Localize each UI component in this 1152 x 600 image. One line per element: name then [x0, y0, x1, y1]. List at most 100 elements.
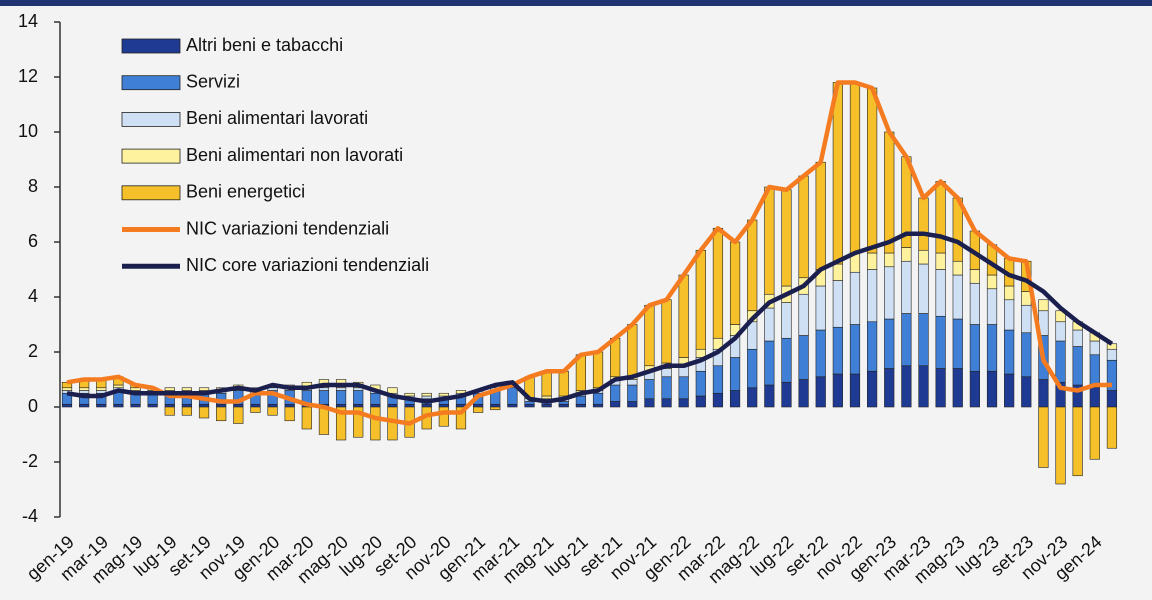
bar	[353, 406, 364, 438]
bar	[935, 252, 946, 270]
bar	[986, 324, 998, 372]
bar	[781, 337, 792, 383]
legend-label: NIC core variazioni tendenziali	[186, 255, 429, 275]
bar	[130, 403, 141, 408]
bar	[1038, 406, 1049, 468]
bar	[798, 175, 809, 279]
y-tick-label: -4	[22, 506, 38, 526]
bar	[695, 370, 706, 397]
bar	[747, 219, 758, 312]
bar	[592, 403, 604, 408]
bar	[404, 392, 415, 397]
bar	[1004, 285, 1015, 301]
bar	[712, 392, 724, 408]
line	[66, 80, 1112, 426]
bar	[815, 329, 826, 378]
y-tick-label: 6	[28, 231, 38, 251]
bar	[524, 403, 535, 408]
bar	[832, 373, 843, 408]
legend-label: Servizi	[186, 71, 240, 91]
bar	[952, 274, 963, 320]
y-tick-label: 0	[28, 396, 38, 416]
bar	[301, 406, 312, 430]
bar	[1038, 379, 1049, 408]
bar	[335, 406, 347, 441]
bar	[747, 348, 758, 389]
bar	[918, 365, 929, 408]
bar	[849, 271, 861, 325]
bar	[233, 406, 244, 424]
bar	[918, 263, 929, 314]
bar	[575, 403, 586, 408]
bar	[490, 403, 501, 408]
bar	[644, 398, 655, 408]
y-tick-label: 8	[28, 176, 38, 196]
bar	[353, 403, 364, 408]
bar	[455, 390, 467, 394]
bar	[318, 406, 330, 435]
bar	[747, 387, 758, 408]
bar	[764, 340, 775, 386]
bar	[695, 249, 706, 350]
bar	[284, 406, 295, 422]
legend-swatch	[121, 112, 181, 127]
bar	[267, 406, 278, 416]
bar	[113, 384, 124, 389]
bar	[644, 304, 655, 367]
bar	[610, 384, 621, 402]
bar	[1089, 406, 1100, 460]
bar	[764, 307, 775, 342]
y-tick-label: 14	[18, 11, 38, 31]
bar	[935, 315, 946, 369]
bar	[729, 357, 741, 391]
y-tick-label: 2	[28, 341, 38, 361]
bar	[1055, 321, 1066, 342]
bar	[712, 365, 724, 394]
bar	[79, 390, 90, 394]
bar	[370, 392, 381, 405]
bar	[901, 365, 912, 408]
bar	[678, 398, 689, 408]
bar	[558, 403, 569, 408]
bar	[901, 260, 912, 314]
bar	[1021, 332, 1032, 378]
bar	[335, 390, 347, 405]
bar	[918, 197, 929, 251]
bar	[216, 403, 227, 408]
bar	[952, 318, 963, 369]
bar	[490, 406, 501, 411]
bar	[1106, 343, 1118, 350]
bar	[644, 379, 655, 400]
bar	[918, 249, 929, 265]
bar	[335, 403, 347, 408]
bar	[318, 390, 330, 405]
bar	[524, 401, 535, 405]
bar	[61, 387, 73, 391]
bar	[661, 398, 672, 408]
legend-swatch	[121, 75, 181, 91]
bar	[438, 403, 449, 408]
bar	[164, 403, 175, 408]
bar	[233, 403, 244, 408]
bar	[832, 280, 843, 328]
bar	[164, 387, 175, 391]
bar	[1072, 329, 1083, 347]
bar	[198, 403, 210, 408]
bar	[353, 390, 364, 405]
bar	[969, 282, 980, 325]
top-band	[0, 0, 1152, 6]
bar	[558, 401, 569, 405]
bar	[181, 387, 193, 391]
bar	[370, 403, 381, 408]
bar	[507, 403, 518, 408]
bar	[712, 227, 724, 339]
bar	[1004, 299, 1015, 331]
bar	[387, 387, 398, 394]
bar	[147, 403, 158, 408]
bar	[421, 395, 432, 400]
bar	[969, 370, 980, 408]
bar	[781, 381, 792, 408]
bar	[541, 395, 552, 400]
